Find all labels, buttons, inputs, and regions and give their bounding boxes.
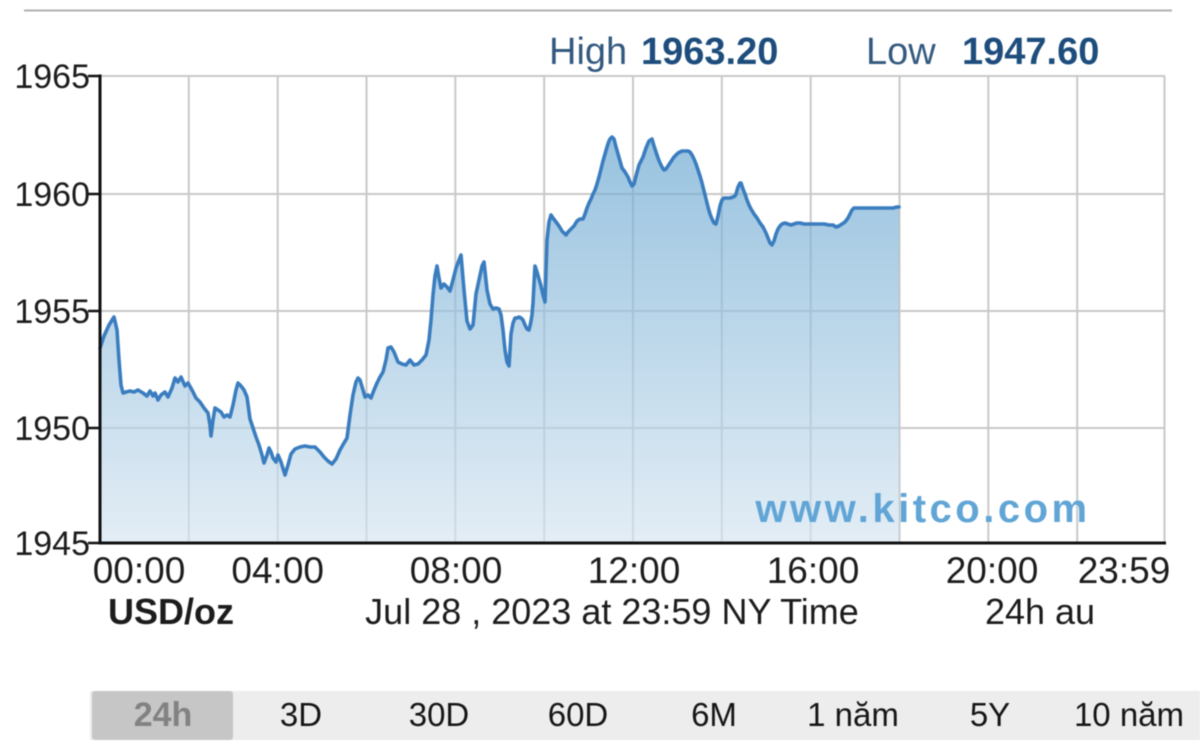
svg-text:24h: 24h (134, 696, 193, 734)
svg-text:Jul 28 , 2023 at 23:59 NY Time: Jul 28 , 2023 at 23:59 NY Time (365, 591, 859, 632)
svg-text:30D: 30D (409, 696, 470, 733)
svg-text:1945: 1945 (14, 525, 90, 563)
svg-text:08:00: 08:00 (410, 550, 503, 591)
svg-text:04:00: 04:00 (231, 550, 324, 591)
svg-text:00:00: 00:00 (93, 550, 186, 591)
svg-text:High: High (549, 31, 627, 73)
svg-text:Low: Low (866, 31, 936, 73)
svg-text:USD/oz: USD/oz (108, 591, 234, 632)
svg-text:60D: 60D (548, 696, 609, 733)
svg-text:23:59: 23:59 (1078, 550, 1171, 591)
svg-text:1955: 1955 (14, 293, 90, 331)
svg-text:6M: 6M (691, 696, 737, 733)
svg-text:24h au: 24h au (985, 591, 1095, 632)
svg-text:1963.20: 1963.20 (641, 31, 778, 73)
svg-text:12:00: 12:00 (588, 550, 681, 591)
svg-text:1 năm: 1 năm (807, 696, 899, 733)
svg-text:16:00: 16:00 (767, 550, 860, 591)
svg-text:www.kitco.com: www.kitco.com (754, 487, 1090, 531)
svg-text:1965: 1965 (14, 58, 90, 96)
svg-text:1960: 1960 (14, 176, 90, 214)
svg-text:5Y: 5Y (970, 696, 1010, 733)
svg-text:1947.60: 1947.60 (962, 31, 1099, 73)
svg-text:1950: 1950 (14, 410, 90, 448)
svg-text:20:00: 20:00 (946, 550, 1039, 591)
svg-text:10 năm: 10 năm (1074, 696, 1184, 733)
svg-text:3D: 3D (280, 696, 322, 733)
